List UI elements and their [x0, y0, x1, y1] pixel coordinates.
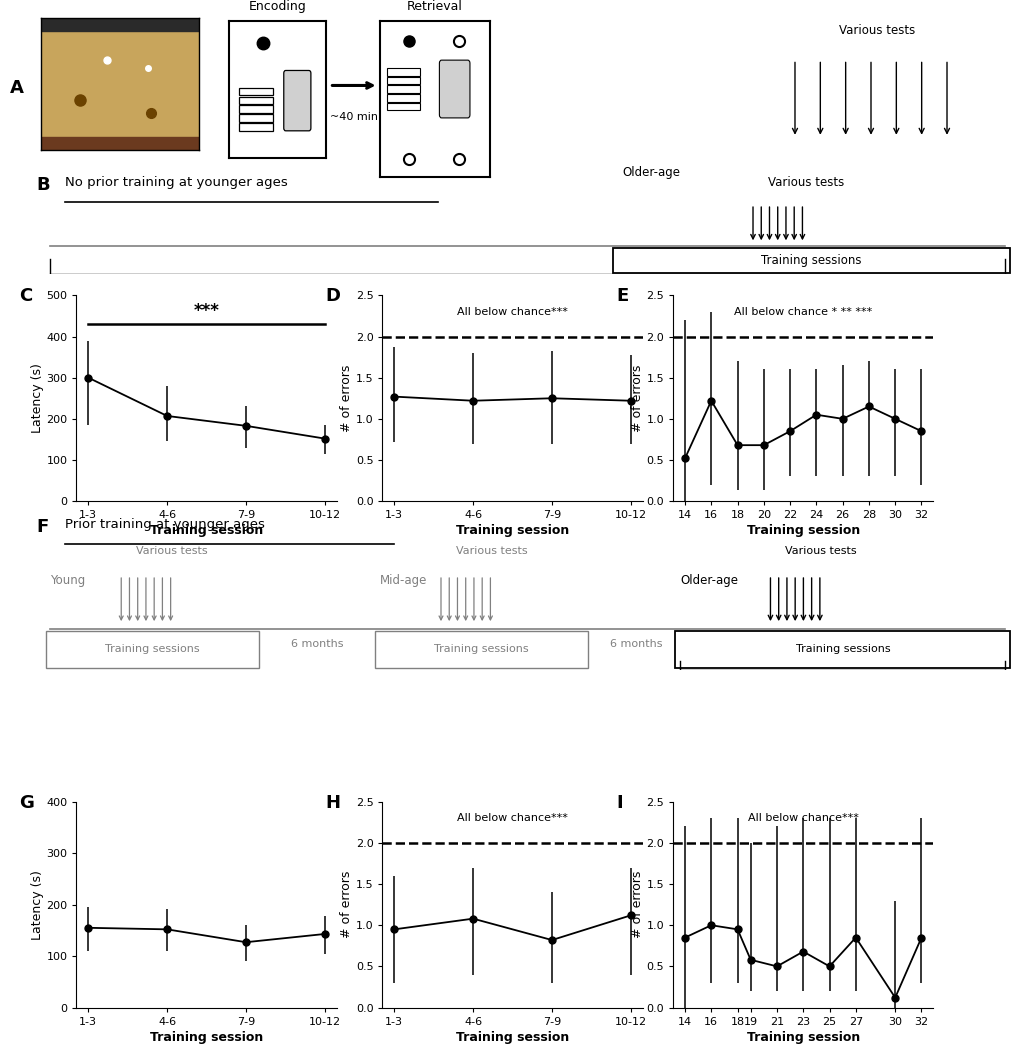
FancyBboxPatch shape	[46, 631, 259, 668]
Bar	[386, 102, 420, 110]
Bar	[238, 88, 273, 95]
Bar	[386, 85, 420, 93]
Text: F: F	[36, 518, 48, 537]
Bar	[238, 114, 273, 122]
Text: Various tests: Various tests	[455, 545, 527, 556]
FancyBboxPatch shape	[611, 248, 1009, 273]
Text: All below chance***: All below chance***	[747, 813, 858, 823]
Text: No prior training at younger ages: No prior training at younger ages	[65, 176, 287, 189]
Text: Encoding: Encoding	[249, 0, 307, 13]
Text: ~40 min: ~40 min	[329, 112, 378, 121]
Text: Older-age: Older-age	[680, 574, 738, 588]
Text: D: D	[325, 287, 340, 305]
X-axis label: Training session: Training session	[150, 524, 263, 537]
X-axis label: Training session: Training session	[150, 1031, 263, 1043]
Y-axis label: # of errors: # of errors	[630, 365, 643, 431]
Text: All below chance***: All below chance***	[457, 307, 568, 316]
Text: Young: Young	[51, 574, 86, 588]
Text: All below chance***: All below chance***	[457, 813, 568, 823]
Text: ***: ***	[194, 302, 219, 320]
FancyBboxPatch shape	[375, 631, 588, 668]
Bar	[238, 96, 273, 104]
Text: Training sessions: Training sessions	[795, 645, 890, 654]
Text: Prior training at younger ages: Prior training at younger ages	[65, 518, 265, 532]
Text: Various tests: Various tests	[839, 24, 915, 37]
Y-axis label: Latency (s): Latency (s)	[31, 869, 44, 940]
Bar	[41, 137, 199, 150]
Text: C: C	[19, 287, 33, 305]
Text: E: E	[615, 287, 628, 305]
Bar	[386, 94, 420, 101]
Text: Various tests: Various tests	[767, 176, 844, 189]
FancyBboxPatch shape	[675, 631, 1009, 668]
Bar	[238, 123, 273, 131]
Bar	[238, 106, 273, 113]
Text: Retrieval: Retrieval	[407, 0, 463, 14]
X-axis label: Training session: Training session	[455, 1031, 569, 1043]
FancyBboxPatch shape	[283, 71, 311, 131]
Y-axis label: Latency (s): Latency (s)	[31, 363, 44, 434]
Bar	[41, 18, 199, 31]
Text: I: I	[615, 793, 622, 811]
Text: B: B	[36, 176, 50, 194]
Text: 6 months: 6 months	[610, 639, 662, 649]
Text: 6 months: 6 months	[290, 639, 342, 649]
Text: All below chance * ** ***: All below chance * ** ***	[734, 307, 871, 316]
X-axis label: Training session: Training session	[746, 1031, 859, 1043]
Text: H: H	[325, 793, 340, 811]
Text: Training sessions: Training sessions	[760, 254, 861, 267]
X-axis label: Training session: Training session	[455, 524, 569, 537]
Text: Training sessions: Training sessions	[434, 645, 529, 654]
Text: Various tests: Various tests	[785, 545, 856, 556]
Text: Older-age: Older-age	[622, 166, 680, 179]
Y-axis label: # of errors: # of errors	[339, 871, 353, 938]
X-axis label: Training session: Training session	[746, 524, 859, 537]
Text: Mid-age: Mid-age	[379, 574, 427, 588]
Text: Various tests: Various tests	[136, 545, 207, 556]
Bar	[386, 69, 420, 76]
FancyBboxPatch shape	[439, 60, 470, 118]
Y-axis label: # of errors: # of errors	[339, 365, 353, 431]
Text: G: G	[19, 793, 34, 811]
Y-axis label: # of errors: # of errors	[630, 871, 643, 938]
Text: Training sessions: Training sessions	[105, 645, 200, 654]
Text: A: A	[10, 79, 24, 97]
Bar	[386, 77, 420, 84]
